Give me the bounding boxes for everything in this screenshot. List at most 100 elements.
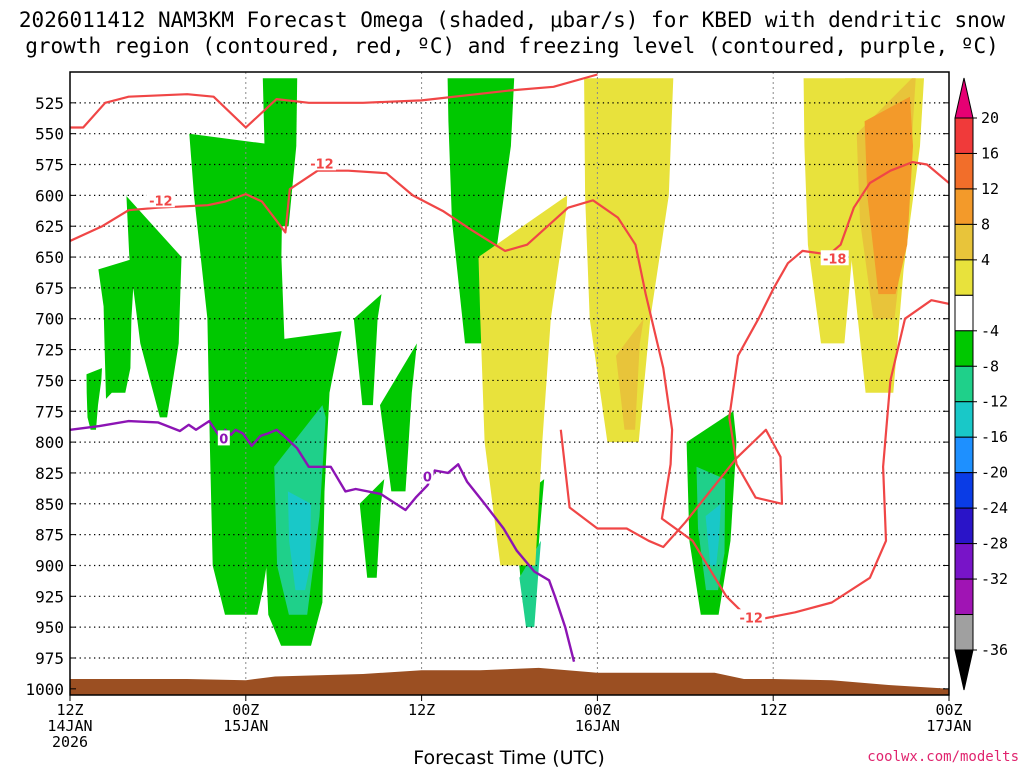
y-tick-label-1: 550 <box>35 125 64 144</box>
contour-label-bg-3 <box>737 609 766 625</box>
colorbar-label-13: -36 <box>981 641 1008 659</box>
isotherm-line-1 <box>70 169 949 623</box>
colorbar-label-5: -4 <box>981 322 999 340</box>
contour-label-5: 0 <box>423 471 432 486</box>
colorbar-label-9: -20 <box>981 464 1008 482</box>
colorbar-label-4: 4 <box>981 251 990 269</box>
omega-area-0 <box>86 368 102 430</box>
x-axis-label: Forecast Time (UTC) <box>413 747 604 768</box>
credit-text: coolwx.com/modelts <box>867 749 1019 765</box>
contour-label-3: -12 <box>739 611 763 626</box>
omega-area-23 <box>864 96 913 295</box>
colorbar-label-3: 8 <box>981 215 990 233</box>
colorbar-box-7 <box>954 365 974 403</box>
y-tick-label-7: 700 <box>35 310 64 329</box>
omega-area-1 <box>98 257 140 399</box>
colorbar-label-2: 12 <box>981 180 999 198</box>
x-tick-label-1-0: 00Z <box>232 701 259 719</box>
colorbar-box-8 <box>954 401 974 438</box>
omega-shading <box>86 78 924 646</box>
contour-label-bg-0 <box>146 192 175 208</box>
contour-label-1: -12 <box>310 157 334 172</box>
contour-label-2: -18 <box>823 252 847 267</box>
x-tick-label-0-1: 14JAN <box>47 717 92 735</box>
colorbar-label-10: -24 <box>981 499 1008 517</box>
colorbar-box-1 <box>954 152 974 190</box>
x-tick-label-3-1: 16JAN <box>575 717 620 735</box>
y-tick-label-12: 825 <box>35 464 64 483</box>
x-tick-label-0-2: 2026 <box>52 733 88 751</box>
y-tick-label-0: 525 <box>35 94 64 113</box>
colorbar-box-13 <box>954 578 974 616</box>
terrain-fill <box>70 667 949 695</box>
omega-area-6 <box>287 491 311 591</box>
contour-labels: -12 -12 -18 -12 0 0 <box>146 155 849 626</box>
y-tick-label-9: 750 <box>35 371 64 390</box>
chart-title-line-1: 2026011412 NAM3KM Forecast Omega (shaded… <box>19 8 1006 32</box>
omega-area-18 <box>584 78 674 443</box>
freezing-level-line <box>70 419 576 662</box>
colorbar-bottom-arrow <box>954 649 974 691</box>
colorbar-label-11: -28 <box>981 535 1008 553</box>
colorbar-box-12 <box>954 543 974 580</box>
colorbar-box-4 <box>954 259 974 296</box>
x-tick-label-1-1: 15JAN <box>223 717 268 735</box>
y-tick-label-3: 600 <box>35 186 64 205</box>
omega-area-7 <box>262 78 298 227</box>
colorbar-top-arrow <box>954 77 974 119</box>
terrain-area <box>70 667 949 695</box>
y-tick-label-14: 875 <box>35 526 64 545</box>
y-tick-label-19: 1000 <box>25 680 64 699</box>
colorbar-box-10 <box>954 472 974 509</box>
colorbar-box-0 <box>954 117 974 154</box>
y-tick-label-2: 575 <box>35 156 64 175</box>
omega-area-11 <box>447 78 515 344</box>
colorbar-box-14 <box>954 614 974 651</box>
y-axis-ticks: 525 550 575 600 625 650 675 700 725 750 775 800 825 8… <box>25 94 949 699</box>
colorbar-box-11 <box>954 507 974 545</box>
y-tick-label-5: 650 <box>35 248 64 267</box>
colorbar-box-6 <box>954 330 974 367</box>
x-tick-label-3-0: 00Z <box>584 701 611 719</box>
y-tick-label-16: 925 <box>35 587 64 606</box>
x-tick-label-0-0: 12Z <box>56 701 83 719</box>
omega-area-13 <box>519 540 541 628</box>
y-tick-label-4: 625 <box>35 217 64 236</box>
isotherm-line-2 <box>559 161 949 549</box>
colorbar-box-9 <box>954 436 974 474</box>
colorbar-label-0: 20 <box>981 109 999 127</box>
colorbar-box-3 <box>954 223 974 261</box>
colorbar: 20 16 12 8 4 -4 -8 -12 -16 -20 -24 -28 -32 -36 <box>954 77 1008 691</box>
y-tick-label-17: 950 <box>35 618 64 637</box>
x-tick-label-5-1: 17JAN <box>926 717 971 735</box>
y-tick-label-18: 975 <box>35 649 64 668</box>
plot-frame <box>69 71 950 696</box>
y-tick-label-6: 675 <box>35 279 64 298</box>
colorbar-label-12: -32 <box>981 570 1008 588</box>
isotherm-line-0 <box>70 73 598 129</box>
colorbar-box-2 <box>954 188 974 225</box>
contour-label-0: -12 <box>149 194 173 209</box>
y-tick-label-8: 725 <box>35 341 64 360</box>
contour-label-bg-4 <box>217 430 230 446</box>
contour-label-bg-2 <box>820 250 849 266</box>
omega-area-10 <box>380 343 417 492</box>
contour-label-4: 0 <box>219 432 228 447</box>
x-tick-label-4-0: 12Z <box>760 701 787 719</box>
y-tick-label-11: 800 <box>35 433 64 452</box>
colorbar-label-6: -8 <box>981 357 999 375</box>
contour-lines <box>70 73 949 662</box>
omega-area-3 <box>189 133 286 615</box>
x-tick-label-5-0: 00Z <box>935 701 962 719</box>
omega-area-17 <box>478 195 568 566</box>
omega-area-2 <box>125 195 182 418</box>
y-tick-label-13: 850 <box>35 495 64 514</box>
contour-label-bg-5 <box>421 468 434 484</box>
x-tick-label-2-0: 12Z <box>408 701 435 719</box>
omega-area-19 <box>616 318 644 430</box>
contour-label-bg-1 <box>307 155 336 171</box>
y-tick-label-15: 900 <box>35 556 64 575</box>
colorbar-box-5 <box>954 294 974 332</box>
